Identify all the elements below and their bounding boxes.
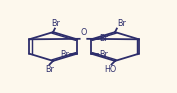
- Text: HO: HO: [104, 65, 117, 74]
- Text: Br: Br: [99, 34, 108, 43]
- Text: Br: Br: [60, 50, 69, 59]
- Text: Br: Br: [51, 19, 60, 28]
- Text: Br: Br: [118, 19, 127, 28]
- Text: Br: Br: [99, 50, 108, 59]
- Text: Br: Br: [45, 65, 54, 74]
- Text: O: O: [80, 28, 86, 37]
